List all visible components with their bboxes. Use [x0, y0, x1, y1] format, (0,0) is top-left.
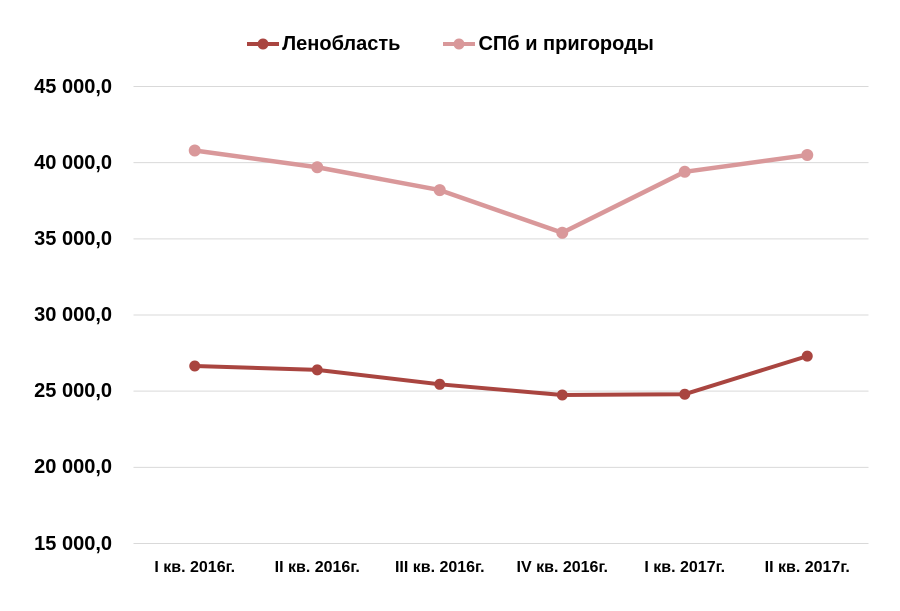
data-point — [188, 144, 201, 157]
data-point — [801, 149, 814, 162]
x-tick-label: I кв. 2017г. — [644, 559, 726, 576]
x-tick-label: II кв. 2016г. — [274, 559, 360, 576]
x-tick-label: IV кв. 2016г. — [516, 559, 608, 576]
legend-label-lenoblast: Ленобласть — [282, 32, 401, 55]
series-line-1 — [192, 148, 810, 235]
data-point — [434, 378, 446, 390]
legend-label-spb: СПб и пригороды — [478, 32, 654, 55]
y-tick-label: 30 000,0 — [34, 304, 112, 326]
y-tick-label: 20 000,0 — [34, 456, 112, 479]
data-point — [189, 360, 201, 372]
data-point — [311, 161, 324, 174]
legend-item-spb: СПб и пригороды — [442, 32, 654, 56]
x-tick-label: III кв. 2016г. — [394, 559, 485, 576]
x-tick-label: II кв. 2017г. — [764, 559, 850, 576]
data-point — [556, 389, 568, 401]
x-tick-label: I кв. 2016г. — [154, 559, 236, 576]
legend: Ленобласть СПб и пригороды — [0, 30, 900, 58]
y-tick-label: 40 000,0 — [34, 151, 112, 174]
series-line-0 — [192, 354, 810, 397]
data-point — [678, 165, 691, 178]
legend-swatch-spb-icon — [443, 38, 476, 50]
y-tick-label: 35 000,0 — [34, 227, 112, 250]
data-point — [679, 388, 691, 400]
y-tick-label: 45 000,0 — [34, 75, 112, 98]
legend-swatch-lenoblast-icon — [247, 38, 280, 50]
data-point — [801, 350, 813, 362]
data-point — [311, 364, 323, 376]
legend-item-lenoblast: Ленобласть — [246, 33, 400, 56]
y-tick-label: 25 000,0 — [34, 380, 112, 403]
data-point — [433, 184, 446, 197]
data-point — [556, 226, 569, 239]
y-tick-label: 15 000,0 — [34, 532, 112, 555]
